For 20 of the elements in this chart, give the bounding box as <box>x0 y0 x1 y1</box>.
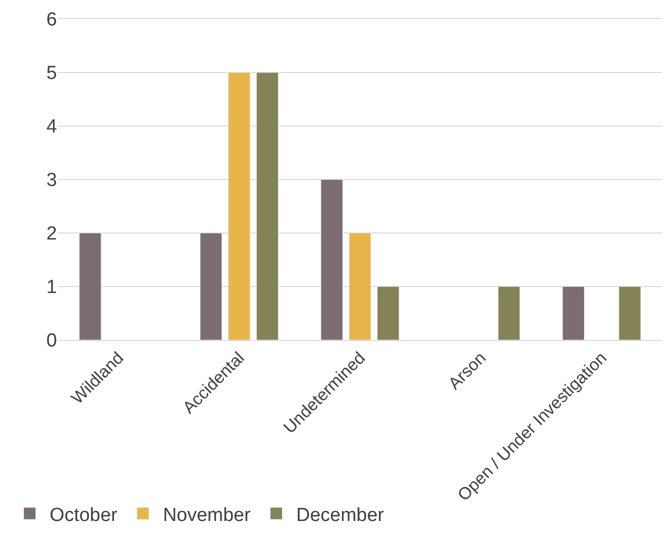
bar <box>377 286 400 340</box>
legend-label: November <box>162 504 252 526</box>
bar <box>79 232 102 340</box>
y-tick-label: 2 <box>46 224 57 245</box>
bar <box>348 232 372 340</box>
bar <box>228 72 250 340</box>
legend-label: October <box>50 504 118 526</box>
y-tick-label: 3 <box>46 170 57 192</box>
bar <box>320 179 343 340</box>
y-tick-label: 5 <box>46 63 57 84</box>
bar <box>200 232 222 340</box>
legend-label: December <box>296 504 385 526</box>
y-tick-label: 6 <box>46 10 57 31</box>
y-tick-label: 4 <box>46 116 58 138</box>
y-tick-label: 0 <box>46 330 57 352</box>
y-tick-label: 1 <box>46 277 57 298</box>
bar <box>256 72 279 340</box>
bar <box>618 286 641 340</box>
bar <box>562 286 585 340</box>
bar <box>498 286 520 340</box>
